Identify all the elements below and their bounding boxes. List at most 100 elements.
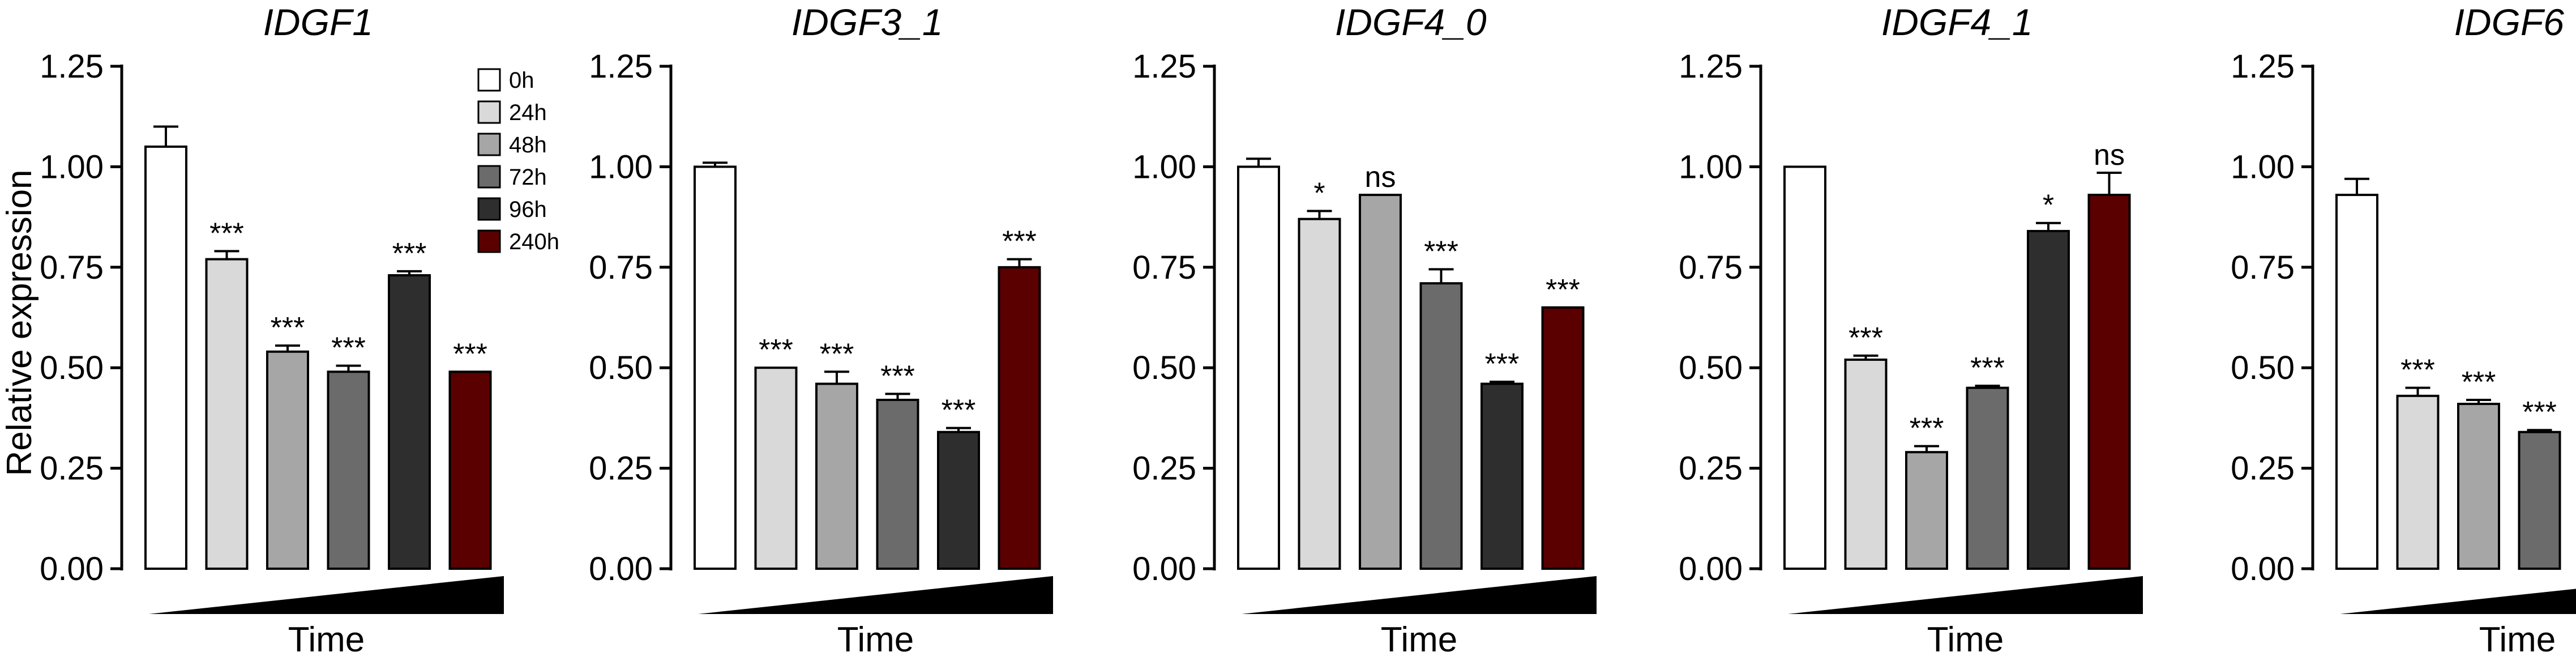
y-tick-label: 0.00 xyxy=(1679,551,1743,587)
x-axis-label: Time xyxy=(288,620,365,659)
legend-swatch xyxy=(477,133,501,156)
y-tick-label: 0.75 xyxy=(2231,249,2295,286)
y-tick-label: 1.25 xyxy=(589,48,653,85)
time-wedge xyxy=(1788,576,2143,614)
panels: IDGF10.000.250.500.751.001.25***********… xyxy=(40,1,2576,659)
panel-idgf6: IDGF60.000.250.500.751.001.25***********… xyxy=(2231,1,2576,659)
significance-label: *** xyxy=(1546,274,1580,306)
legend-swatch xyxy=(477,68,501,92)
y-tick-label: 0.00 xyxy=(40,551,104,587)
panel-title: IDGF6 xyxy=(2454,1,2565,43)
y-tick-label: 0.75 xyxy=(589,249,653,286)
y-tick-label: 0.25 xyxy=(2231,450,2295,487)
significance-label: *** xyxy=(2522,396,2557,429)
legend-label: 48h xyxy=(509,133,547,157)
y-tick-label: 1.00 xyxy=(1132,148,1196,185)
y-tick-label: 0.75 xyxy=(40,249,104,286)
significance-label: * xyxy=(2043,189,2054,222)
y-tick-label: 1.25 xyxy=(40,48,104,85)
significance-label: *** xyxy=(209,217,244,250)
significance-label: *** xyxy=(942,394,976,427)
legend-label: 24h xyxy=(509,100,547,125)
bar-72h xyxy=(1419,282,1463,570)
significance-label: *** xyxy=(1485,348,1520,381)
legend-label: 72h xyxy=(509,165,547,190)
y-axis-label: Relative expression xyxy=(0,169,39,476)
significance-label: *** xyxy=(1002,225,1037,258)
y-tick-label: 0.25 xyxy=(1679,450,1743,487)
bar-96h xyxy=(1480,382,1524,570)
bar-48h xyxy=(1905,451,1948,570)
bar-0h xyxy=(1783,165,1826,570)
y-tick-label: 0.00 xyxy=(589,551,653,587)
significance-label: *** xyxy=(331,332,366,365)
bar-24h xyxy=(205,258,249,570)
significance-label: *** xyxy=(271,312,305,344)
bar-0h xyxy=(2335,194,2378,570)
bar-48h xyxy=(266,350,309,570)
significance-label: *** xyxy=(453,338,487,370)
legend-item-0h: 0h xyxy=(477,68,534,93)
significance-label: *** xyxy=(1424,235,1458,268)
legend: 0h 24h 48h 72h 96h 240h xyxy=(477,68,559,254)
legend-swatch xyxy=(477,100,501,124)
bar-240h xyxy=(1541,306,1585,570)
bar-72h xyxy=(876,398,919,570)
y-tick-label: 1.00 xyxy=(2231,148,2295,185)
x-axis-label: Time xyxy=(837,620,914,659)
bar-96h xyxy=(937,430,980,570)
significance-label: *** xyxy=(820,338,854,370)
significance-label: *** xyxy=(2400,354,2435,387)
panel-idgf4-0: IDGF4_0 0.00 0.25 0.50 0.75 1.00 1.25 * ns *** ***… xyxy=(1132,1,1597,659)
significance-label: *** xyxy=(1970,352,2005,385)
x-axis-label: Time xyxy=(1381,620,1457,659)
time-wedge xyxy=(698,576,1053,614)
significance-label: ns xyxy=(1365,161,1396,194)
bar-96h xyxy=(388,274,431,570)
legend-item-96h: 96h xyxy=(477,197,547,222)
bar-24h xyxy=(1844,359,1888,570)
y-tick-label: 0.00 xyxy=(1132,551,1196,587)
x-axis-label: Time xyxy=(2479,620,2556,659)
panel-idgf1: IDGF1 0.00 0.25 0.50 0.75 1.00 1.25 *** *** *** **… xyxy=(40,1,504,659)
y-tick-label: 1.00 xyxy=(40,148,104,185)
y-tick-label: 1.00 xyxy=(589,148,653,185)
significance-label: *** xyxy=(2462,366,2496,399)
bar-48h xyxy=(1359,194,1402,570)
significance-label: *** xyxy=(1848,322,1883,355)
legend-label: 0h xyxy=(509,68,534,93)
y-tick-label: 0.00 xyxy=(2231,551,2295,587)
y-tick-label: 0.75 xyxy=(1132,249,1196,286)
y-tick-label: 1.25 xyxy=(1132,48,1196,85)
y-tick-label: 0.50 xyxy=(1132,349,1196,386)
bar-0h xyxy=(144,145,187,570)
time-wedge xyxy=(1242,576,1597,614)
panel-title: IDGF4_0 xyxy=(1335,1,1487,43)
legend-item-72h: 72h xyxy=(477,165,547,190)
y-tick-label: 1.25 xyxy=(2231,48,2295,85)
bar-240h xyxy=(998,266,1041,570)
bar-72h xyxy=(2518,430,2561,570)
y-tick-label: 0.50 xyxy=(1679,349,1743,386)
bar-48h xyxy=(815,382,858,570)
bar-0h xyxy=(1237,165,1280,570)
panel-title: IDGF1 xyxy=(263,1,373,43)
time-wedge xyxy=(149,576,504,614)
legend-label: 96h xyxy=(509,197,547,222)
bar-72h xyxy=(327,370,370,570)
bar-24h xyxy=(2396,394,2440,570)
legend-label: 240h xyxy=(509,229,559,254)
bar-96h xyxy=(2027,229,2070,570)
legend-swatch xyxy=(477,229,501,253)
y-tick-label: 0.50 xyxy=(40,349,104,386)
legend-swatch xyxy=(477,197,501,221)
y-tick-label: 0.25 xyxy=(1132,450,1196,487)
panel-title: IDGF3_1 xyxy=(791,1,943,43)
significance-label: *** xyxy=(880,360,915,393)
significance-label: *** xyxy=(759,334,793,366)
legend-swatch xyxy=(477,165,501,189)
significance-label: *** xyxy=(1910,412,1944,445)
legend-item-48h: 48h xyxy=(477,133,547,157)
